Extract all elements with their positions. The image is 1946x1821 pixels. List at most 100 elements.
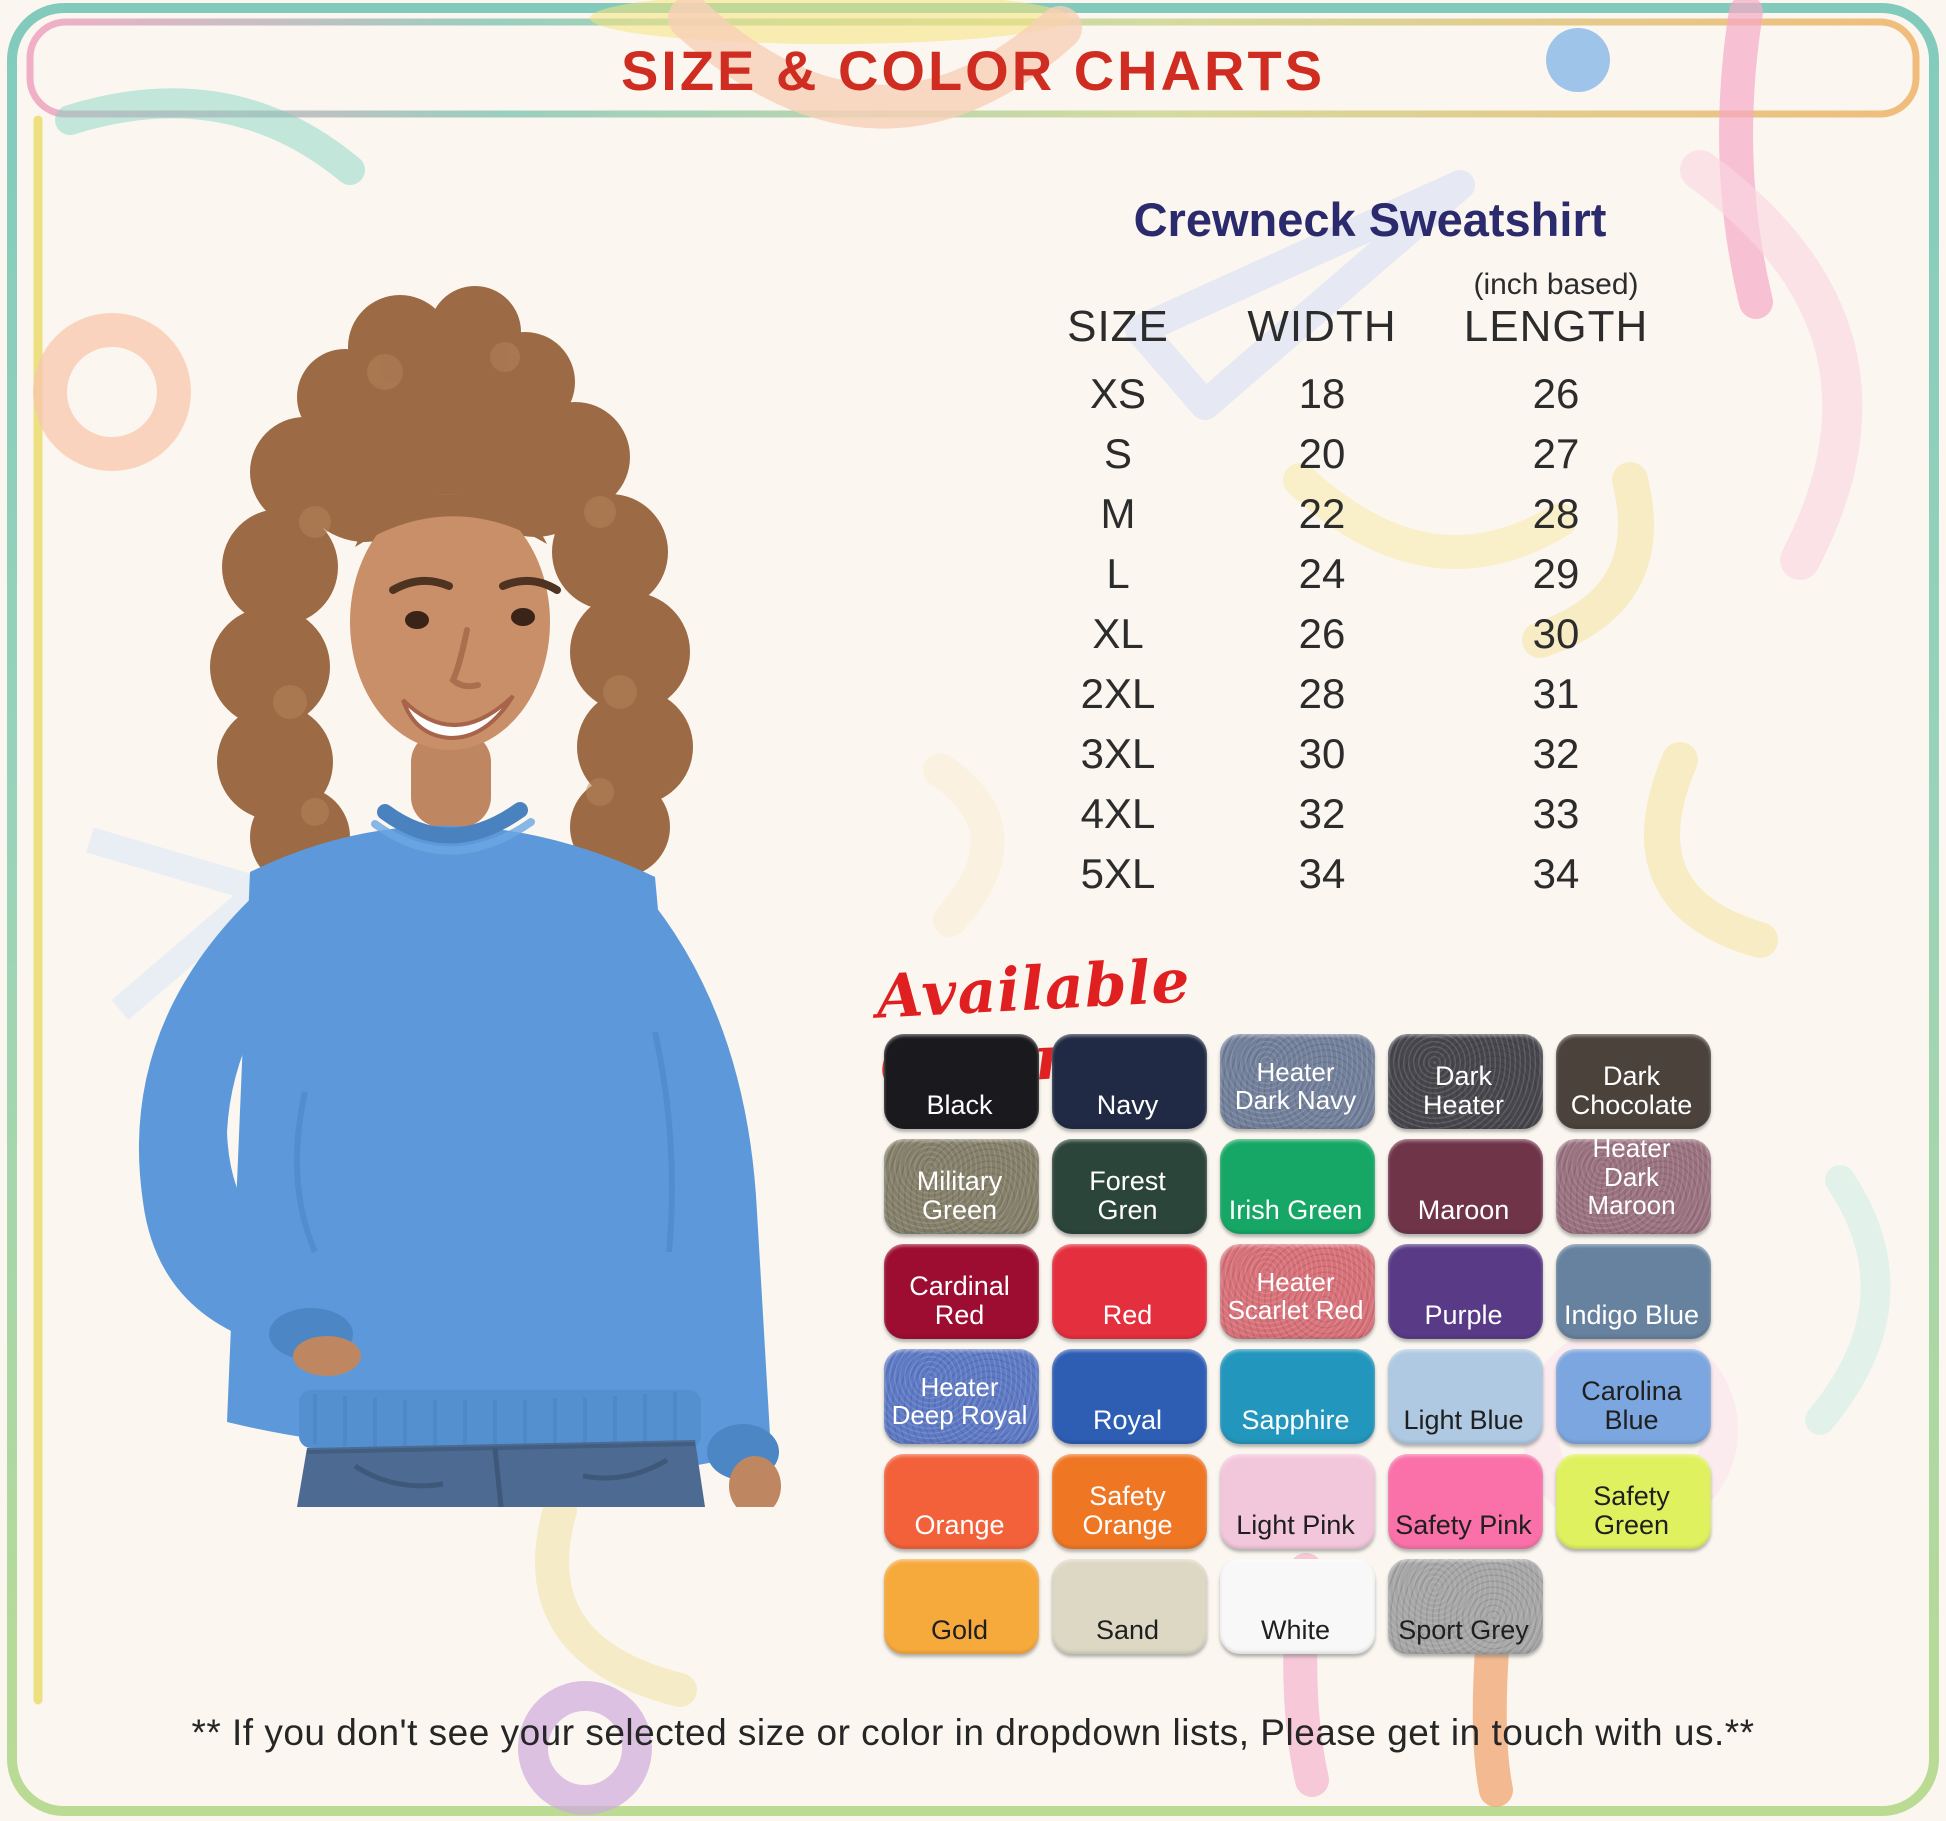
color-swatch-label: Indigo Blue — [1563, 1300, 1700, 1331]
color-swatch: Royal — [1052, 1349, 1207, 1444]
width-cell: 34 — [1298, 850, 1346, 897]
color-swatch-label: Royal — [1092, 1405, 1163, 1436]
color-swatch: Safety Orange — [1052, 1454, 1207, 1549]
color-swatch-label: Black — [926, 1090, 993, 1121]
color-swatch-label: Light Pink — [1236, 1510, 1355, 1541]
color-swatch-label: Orange — [914, 1510, 1005, 1541]
length-cell: 31 — [1532, 670, 1580, 717]
size-row: 2XL 28 31 — [1010, 664, 1694, 724]
color-swatch: White — [1220, 1559, 1375, 1654]
size-cell: 4XL — [1080, 790, 1156, 837]
color-swatch-label: Heater Scarlet Red — [1227, 1266, 1364, 1326]
size-row: 4XL 32 33 — [1010, 784, 1694, 844]
color-swatch-label: Dark Chocolate — [1570, 1060, 1693, 1121]
column-header-size: SIZE — [1067, 302, 1169, 351]
color-swatch-label: Carolina Blue — [1581, 1375, 1682, 1436]
color-swatch: Purple — [1388, 1244, 1543, 1339]
width-cell: 32 — [1298, 790, 1346, 837]
color-swatch: Heater Scarlet Red — [1220, 1244, 1375, 1339]
width-cell: 24 — [1298, 550, 1346, 597]
size-cell: XS — [1089, 370, 1147, 417]
size-row: XS 18 26 — [1010, 364, 1694, 424]
color-swatch-label: Gold — [930, 1615, 989, 1646]
model-hand-left — [293, 1336, 361, 1376]
unit-note: (inch based) — [1473, 268, 1639, 301]
color-swatch-label: Sand — [1095, 1615, 1160, 1646]
color-swatch-label: Heater Deep Royal — [891, 1371, 1028, 1431]
color-swatch-label: Cardinal Red — [909, 1270, 1010, 1331]
width-cell: 26 — [1298, 610, 1346, 657]
size-cell: S — [1103, 430, 1132, 477]
color-swatch-grid: Black Navy Heater Dark Navy Dark Heater Dark … — [884, 1034, 1724, 1654]
width-cell: 30 — [1298, 730, 1346, 777]
column-header-width: WIDTH — [1247, 302, 1397, 351]
length-cell: 32 — [1532, 730, 1580, 777]
length-cell: 34 — [1532, 850, 1580, 897]
color-swatch-label: Sport Grey — [1398, 1615, 1529, 1646]
color-swatch: Navy — [1052, 1034, 1207, 1129]
color-swatch-label: Heater Dark Navy — [1234, 1056, 1357, 1116]
length-cell: 30 — [1532, 610, 1580, 657]
color-swatch: Cardinal Red — [884, 1244, 1039, 1339]
size-table-body: XS 18 26 S 20 27 M 22 28 L 24 29 XL 26 30 2XL 28 31 3XL 30 3… — [1010, 364, 1694, 904]
color-swatch: Dark Chocolate — [1556, 1034, 1711, 1129]
color-swatch: Orange — [884, 1454, 1039, 1549]
size-cell: L — [1106, 550, 1130, 597]
color-swatch: Red — [1052, 1244, 1207, 1339]
color-swatch: Safety Green — [1556, 1454, 1711, 1549]
color-swatch: Irish Green — [1220, 1139, 1375, 1234]
color-swatch-label: Irish Green — [1228, 1195, 1363, 1226]
color-swatch: Sand — [1052, 1559, 1207, 1654]
size-row: 5XL 34 34 — [1010, 844, 1694, 904]
model-hand-right — [729, 1456, 781, 1507]
size-cell: 2XL — [1080, 670, 1156, 717]
color-swatch: Gold — [884, 1559, 1039, 1654]
model-jeans — [297, 1440, 705, 1507]
page-title: SIZE & COLOR CHARTS — [620, 39, 1326, 102]
color-swatch-label: Dark Heater — [1422, 1060, 1505, 1121]
size-row: M 22 28 — [1010, 484, 1694, 544]
color-swatch-label: White — [1260, 1615, 1331, 1646]
color-swatch: Safety Pink — [1388, 1454, 1543, 1549]
color-swatch-label: Safety Orange — [1082, 1480, 1173, 1541]
color-swatch: Light Blue — [1388, 1349, 1543, 1444]
model-sweatshirt — [138, 802, 779, 1480]
color-swatch-label: Sapphire — [1241, 1405, 1350, 1436]
color-swatch-label: Safety Green — [1593, 1480, 1670, 1541]
size-row: 3XL 30 32 — [1010, 724, 1694, 784]
color-swatch: Heater Dark Maroon — [1556, 1134, 1711, 1234]
color-swatch: Indigo Blue — [1556, 1244, 1711, 1339]
color-swatch: Heater Deep Royal — [884, 1349, 1039, 1444]
size-row: S 20 27 — [1010, 424, 1694, 484]
length-cell: 29 — [1532, 550, 1580, 597]
size-cell: M — [1100, 490, 1136, 537]
length-cell: 26 — [1532, 370, 1580, 417]
length-cell: 27 — [1532, 430, 1580, 477]
size-row: L 24 29 — [1010, 544, 1694, 604]
size-table-header: SIZE WIDTH LENGTH — [1010, 302, 1694, 352]
width-cell: 18 — [1298, 370, 1346, 417]
color-swatch: Light Pink — [1220, 1454, 1375, 1549]
color-swatch: Carolina Blue — [1556, 1349, 1711, 1444]
column-header-length: LENGTH — [1463, 302, 1649, 351]
color-swatch-label: Safety Pink — [1395, 1510, 1532, 1541]
model-face — [350, 494, 550, 750]
width-cell: 22 — [1298, 490, 1346, 537]
size-row: XL 26 30 — [1010, 604, 1694, 664]
color-swatch-label: Maroon — [1417, 1195, 1510, 1226]
color-swatch-label: Military Green — [916, 1165, 1003, 1226]
model-photo — [138, 286, 781, 1507]
length-cell: 33 — [1532, 790, 1580, 837]
color-swatch: Heater Dark Navy — [1220, 1034, 1375, 1129]
color-swatch-label: Light Blue — [1403, 1405, 1524, 1436]
length-cell: 28 — [1532, 490, 1580, 537]
width-cell: 20 — [1298, 430, 1346, 477]
size-cell: XL — [1092, 610, 1144, 657]
color-swatch-label: Red — [1102, 1300, 1153, 1331]
color-swatch: Maroon — [1388, 1139, 1543, 1234]
color-swatch: Sport Grey — [1388, 1559, 1543, 1654]
color-swatch-label: Purple — [1424, 1300, 1503, 1331]
model-neck — [411, 732, 491, 827]
